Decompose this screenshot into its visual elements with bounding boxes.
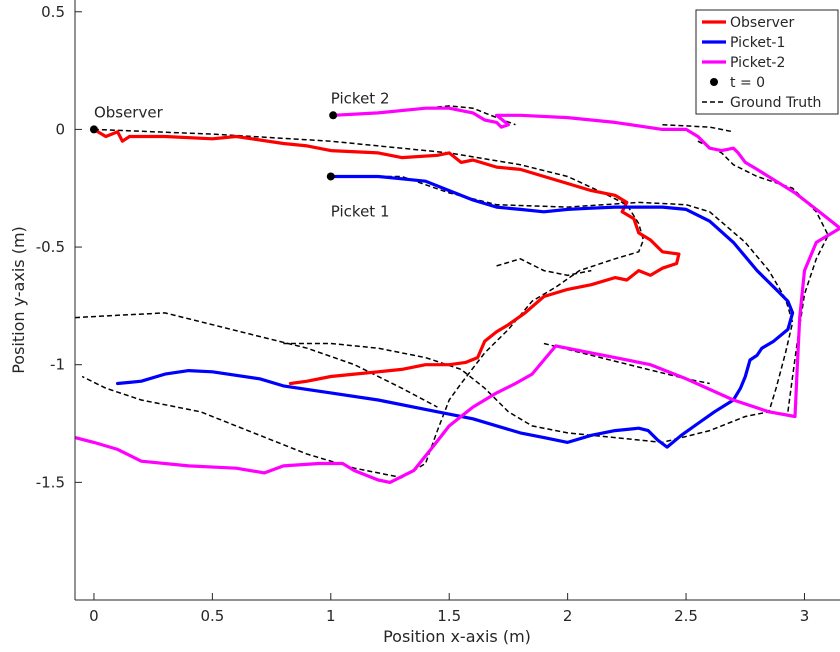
x-tick-label: 0 — [89, 607, 99, 625]
annotation-1: Picket 2 — [331, 90, 390, 108]
annotation-2: Picket 1 — [331, 202, 390, 220]
y-axis-label: Position y-axis (m) — [9, 226, 28, 374]
legend-label: Observer — [730, 15, 794, 31]
ground-truth-path-1 — [283, 175, 794, 444]
y-tick-label: -1 — [50, 356, 65, 374]
legend: Observer Picket-1 Picket-2 t = 0 Ground Trut… — [695, 9, 839, 115]
y-tick-label: 0 — [55, 120, 65, 138]
start-point-1 — [326, 172, 335, 181]
legend-label: t = 0 — [730, 75, 765, 91]
annotation-0: Observer — [94, 104, 164, 122]
x-tick-label: 1.5 — [437, 607, 461, 625]
annotation-layer: Observer Picket 2 Picket 1 — [89, 90, 390, 220]
legend-label: Picket-2 — [730, 55, 785, 71]
x-tick-label: 1 — [326, 607, 336, 625]
x-axis-label: Position x-axis (m) — [383, 627, 531, 646]
series-line-picket-1 — [115, 174, 795, 449]
y-tick-label: -0.5 — [36, 238, 65, 256]
x-tick-label: 3 — [800, 607, 810, 625]
x-tick-label: 0.5 — [200, 607, 224, 625]
x-tick-label: 2 — [563, 607, 573, 625]
ground-truth-path-6 — [75, 312, 438, 408]
legend-swatch — [710, 78, 718, 86]
axes-layer: 0 0.5 1 1.5 2 2.5 3 0.5 0 -0.5 -1 -1.5 — [36, 0, 840, 625]
ground-truth-path-7 — [496, 257, 592, 277]
start-point-0 — [89, 125, 98, 134]
ground-truth-path-4 — [697, 140, 830, 412]
y-tick-label: -1.5 — [36, 473, 65, 491]
series-line-observer — [92, 127, 681, 386]
series-line-picket-2 — [75, 106, 840, 484]
y-tick-label: 0.5 — [41, 3, 65, 21]
x-tick-label: 2.5 — [674, 607, 698, 625]
series-layer — [75, 105, 840, 484]
legend-label: Picket-1 — [730, 35, 785, 51]
start-point-2 — [329, 111, 338, 120]
legend-label: Ground Truth — [730, 95, 821, 111]
